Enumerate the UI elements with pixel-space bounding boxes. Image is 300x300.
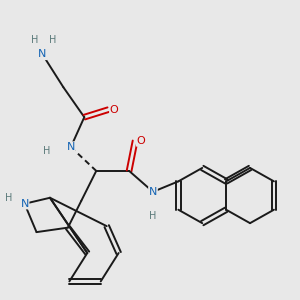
Text: H: H xyxy=(43,146,51,157)
Text: H: H xyxy=(31,34,39,44)
Text: N: N xyxy=(38,50,47,59)
Text: N: N xyxy=(20,199,29,209)
Text: O: O xyxy=(110,105,118,115)
Text: O: O xyxy=(137,136,146,146)
Text: N: N xyxy=(149,187,157,197)
Text: H: H xyxy=(149,211,157,221)
Text: N: N xyxy=(67,142,75,152)
Text: H: H xyxy=(5,193,13,203)
Text: H: H xyxy=(49,34,57,44)
